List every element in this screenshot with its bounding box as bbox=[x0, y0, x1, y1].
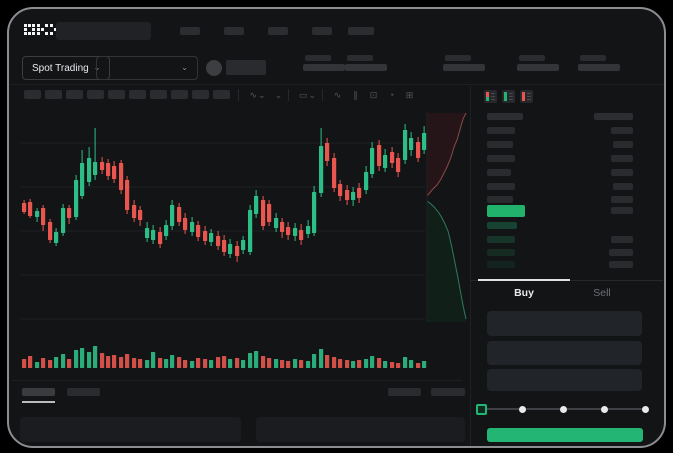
toolbar-divider bbox=[238, 89, 239, 101]
slider-stop-dot[interactable] bbox=[559, 405, 567, 413]
ask-amount-slot bbox=[613, 183, 633, 190]
ask-amount-slot bbox=[611, 169, 633, 176]
stat-value-slot bbox=[517, 64, 559, 71]
candlestick-chart[interactable] bbox=[12, 102, 470, 388]
bid-price-slot[interactable] bbox=[487, 249, 515, 256]
bid-price-slot[interactable] bbox=[487, 222, 517, 229]
spot-trading-selector[interactable]: Spot Trading ⌄ bbox=[22, 56, 111, 80]
timeframe-slot[interactable] bbox=[171, 90, 188, 99]
book-bids-view-icon[interactable] bbox=[502, 90, 515, 103]
timeframe-slot[interactable] bbox=[108, 90, 125, 99]
bid-price-slot[interactable] bbox=[487, 261, 515, 268]
amount-field[interactable] bbox=[487, 341, 642, 365]
interval-settings-icon[interactable]: ▭⌄ bbox=[298, 89, 318, 100]
orders-tab-underline bbox=[22, 401, 55, 403]
timeframe-slot[interactable] bbox=[87, 90, 104, 99]
stat-label-slot bbox=[519, 55, 545, 61]
nav-item-slot[interactable] bbox=[348, 27, 374, 35]
orders-table-panel bbox=[20, 417, 241, 442]
history-tab[interactable] bbox=[67, 388, 100, 396]
panel-divider bbox=[470, 86, 471, 446]
ask-price-slot[interactable] bbox=[487, 141, 513, 148]
timeframe-slot[interactable] bbox=[24, 90, 41, 99]
nav-item-slot[interactable] bbox=[180, 27, 200, 35]
stat-label-slot bbox=[347, 55, 373, 61]
buy-submit-button[interactable] bbox=[487, 428, 643, 442]
bid-amount-slot bbox=[609, 261, 633, 268]
bid-amount-slot bbox=[609, 249, 633, 256]
tab-buy[interactable]: Buy bbox=[514, 287, 534, 299]
slider-handle[interactable] bbox=[475, 403, 487, 415]
slider-stop-dot[interactable] bbox=[641, 405, 649, 413]
timeframe-slot[interactable] bbox=[150, 90, 167, 99]
bottom-section-divider bbox=[12, 380, 462, 381]
header-divider bbox=[10, 84, 663, 85]
okx-logo[interactable] bbox=[24, 24, 61, 35]
active-tab-indicator bbox=[478, 279, 570, 281]
line-tool-icon[interactable]: ∿ bbox=[333, 89, 343, 100]
chart-style-icon[interactable]: ⌄ bbox=[274, 89, 284, 100]
tab-sell[interactable]: Sell bbox=[593, 287, 611, 299]
ask-amount-slot bbox=[611, 196, 633, 203]
slider-stop-dot[interactable] bbox=[518, 405, 526, 413]
stat-label-slot bbox=[580, 55, 606, 61]
ask-price-slot[interactable] bbox=[487, 183, 515, 190]
stat-value-slot bbox=[345, 64, 387, 71]
book-asks-view-icon[interactable] bbox=[520, 90, 533, 103]
search-input[interactable] bbox=[56, 22, 151, 40]
timeframe-slot[interactable] bbox=[213, 90, 230, 99]
history-icon[interactable]: ◔ bbox=[388, 90, 396, 100]
nav-item-slot[interactable] bbox=[224, 27, 244, 35]
timeframe-slot[interactable] bbox=[66, 90, 83, 99]
timeframe-slot[interactable] bbox=[129, 90, 146, 99]
ask-price-slot[interactable] bbox=[487, 127, 515, 134]
pair-selector[interactable]: ⌄ bbox=[96, 56, 198, 80]
ask-price-slot[interactable] bbox=[487, 169, 511, 176]
last-amount-slot bbox=[611, 207, 633, 214]
last-price-badge bbox=[487, 205, 525, 217]
toolbar-divider bbox=[288, 89, 289, 101]
chevron-down-icon: ⌄ bbox=[181, 63, 188, 72]
fullscreen-icon[interactable]: ⊞ bbox=[405, 89, 415, 100]
stat-value-slot bbox=[443, 64, 485, 71]
stat-label-slot bbox=[445, 55, 471, 61]
ask-price-slot[interactable] bbox=[487, 155, 515, 162]
pair-avatar bbox=[206, 60, 222, 76]
slider-stop-dot[interactable] bbox=[600, 405, 608, 413]
nav-item-slot[interactable] bbox=[268, 27, 288, 35]
price-field[interactable] bbox=[487, 311, 642, 336]
indicators-icon[interactable]: ∿⌄ bbox=[249, 89, 267, 100]
toolbar-divider bbox=[322, 89, 323, 101]
orderbook-header-slot bbox=[594, 113, 633, 120]
orders-tab-active[interactable] bbox=[22, 388, 55, 396]
chevron-down-icon: ⌄ bbox=[93, 63, 101, 72]
spot-trading-label: Spot Trading bbox=[32, 62, 89, 74]
orderbook-header-slot bbox=[487, 113, 523, 120]
nav-item-slot[interactable] bbox=[312, 27, 332, 35]
timeframe-slot[interactable] bbox=[45, 90, 62, 99]
timeframe-slot[interactable] bbox=[192, 90, 209, 99]
orders-action-slot[interactable] bbox=[431, 388, 465, 396]
stat-value-slot bbox=[578, 64, 620, 71]
stat-label-slot bbox=[305, 55, 331, 61]
bid-price-slot[interactable] bbox=[487, 236, 515, 243]
bid-amount-slot bbox=[611, 236, 633, 243]
orders-filter-slot[interactable] bbox=[388, 388, 421, 396]
orders-table-panel bbox=[256, 417, 465, 442]
draw-tool-icon[interactable]: ∥ bbox=[353, 89, 359, 100]
pair-name-slot bbox=[226, 60, 266, 75]
ask-amount-slot bbox=[613, 141, 633, 148]
ask-price-slot[interactable] bbox=[487, 196, 513, 203]
total-field[interactable] bbox=[487, 369, 642, 391]
ask-amount-slot bbox=[611, 127, 633, 134]
stat-value-slot bbox=[303, 64, 345, 71]
screenshot-icon[interactable]: ⊡ bbox=[369, 89, 379, 100]
ask-amount-slot bbox=[611, 155, 633, 162]
book-split-view-icon[interactable] bbox=[484, 90, 497, 103]
